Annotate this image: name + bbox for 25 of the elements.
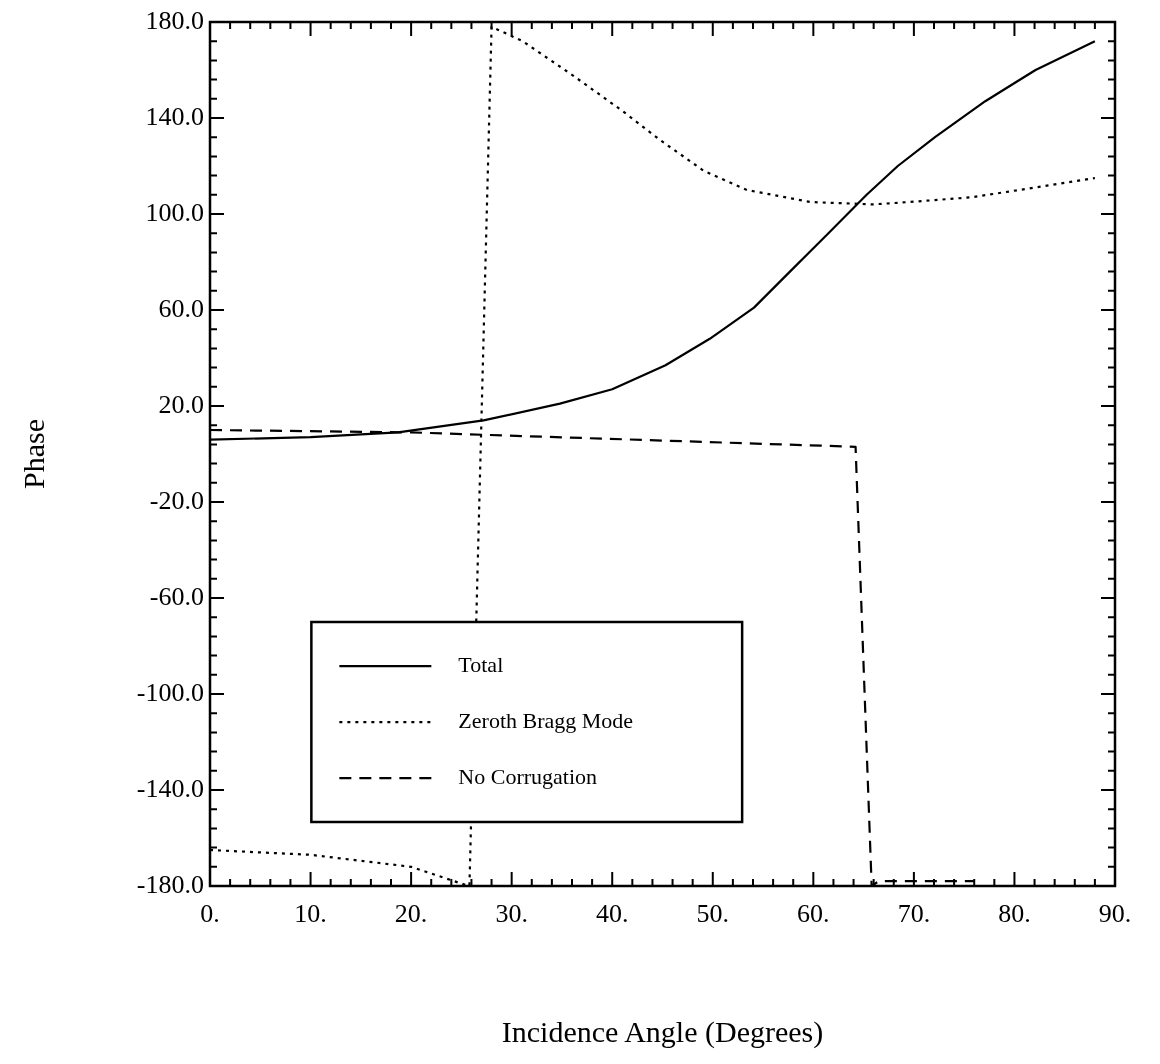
y-axis-title: Phase: [16, 419, 50, 489]
y-tick-label: 60.0: [158, 293, 204, 323]
x-tick-label: 50.: [696, 899, 730, 929]
y-tick-label: -180.0: [136, 869, 204, 899]
x-tick-label: 80.: [998, 899, 1031, 929]
x-tick-label: 90.: [1098, 899, 1132, 929]
y-tick-label: 100.0: [145, 197, 204, 227]
y-tick-label: -100.0: [136, 677, 204, 707]
y-tick-label: 140.0: [145, 101, 204, 131]
y-tick-label: -60.0: [149, 581, 204, 611]
x-tick-label: 40.: [595, 899, 629, 929]
x-tick-label: 30.: [495, 899, 528, 929]
y-tick-label: 20.0: [158, 389, 204, 419]
y-tick-label: -140.0: [136, 773, 204, 803]
x-tick-label: 20.: [394, 899, 428, 929]
x-tick-label: 60.: [797, 899, 830, 929]
legend-label: Total: [458, 651, 504, 677]
y-tick-label: 180.0: [145, 5, 204, 35]
x-tick-label: 0.: [200, 899, 220, 929]
x-tick-label: 70.: [897, 899, 931, 929]
x-axis-title: Incidence Angle (Degrees): [501, 1014, 824, 1049]
x-tick-label: 10.: [294, 899, 327, 929]
legend-label: No Corrugation: [458, 763, 598, 789]
y-tick-label: -20.0: [149, 485, 204, 515]
legend-label: Zeroth Bragg Mode: [458, 707, 634, 733]
